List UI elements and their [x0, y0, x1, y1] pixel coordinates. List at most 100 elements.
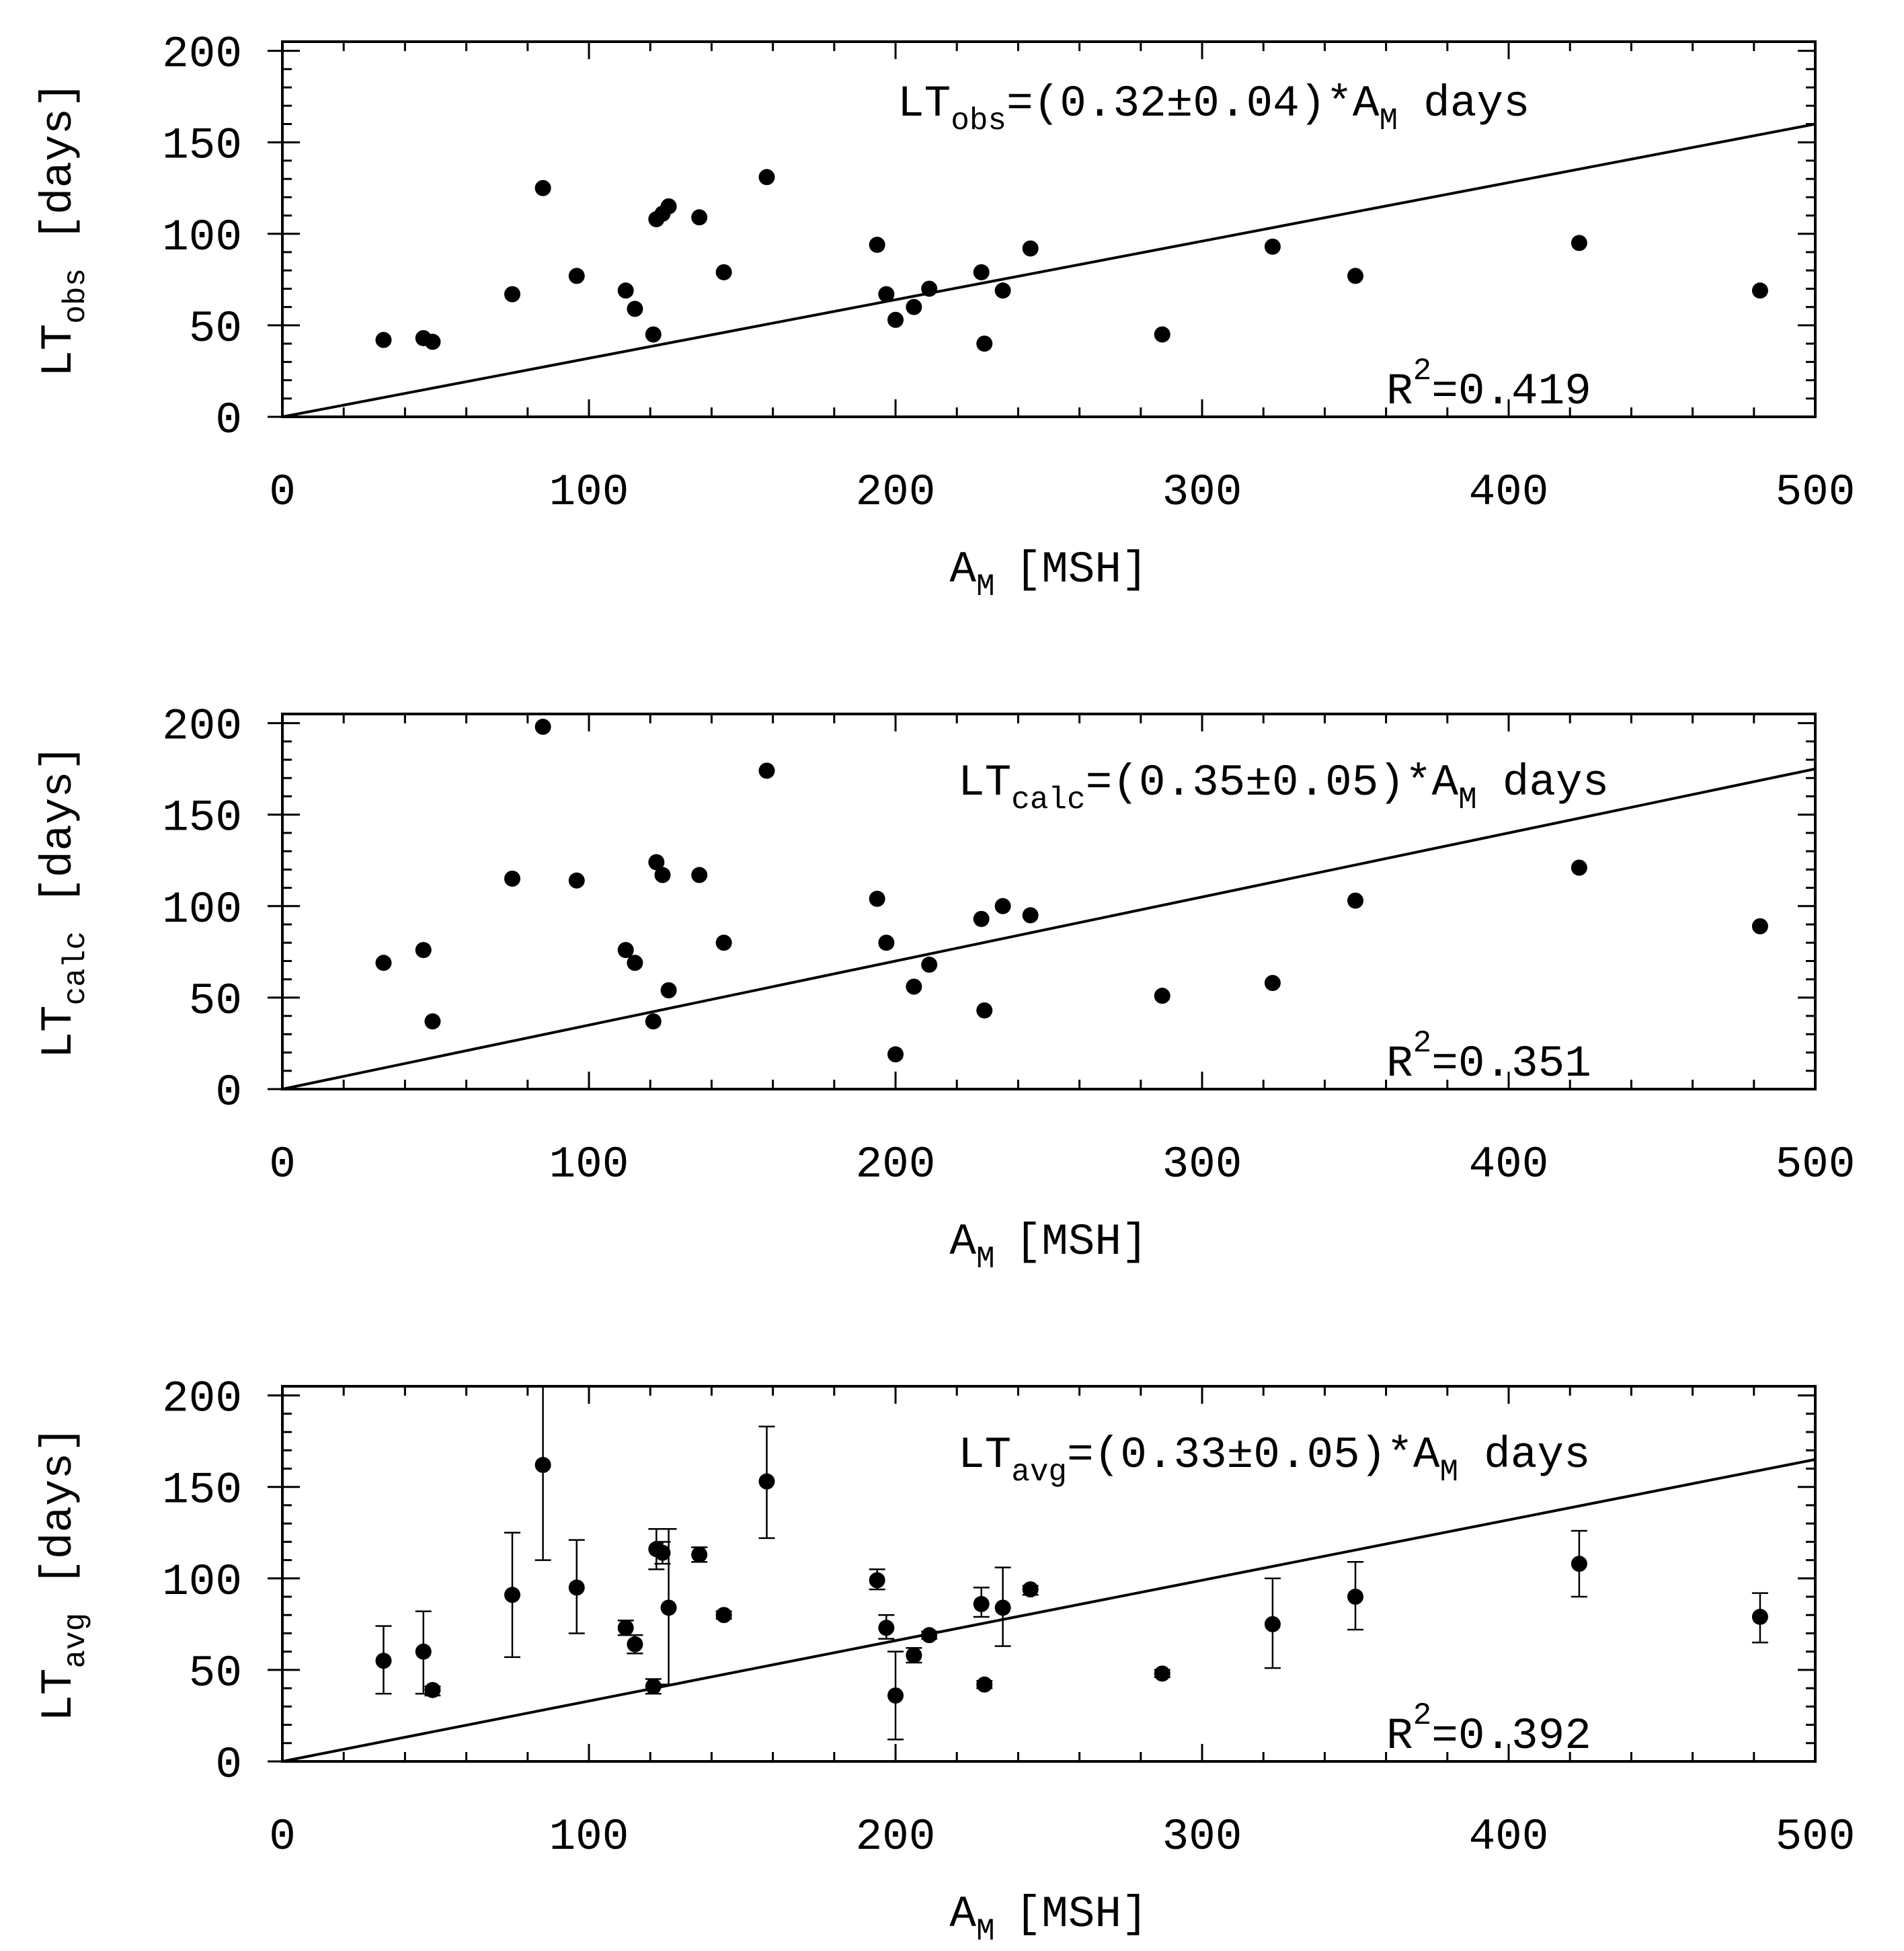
data-point [921, 280, 938, 297]
data-point [1264, 975, 1281, 992]
data-point [691, 209, 708, 226]
y-axis-unit: [days] [34, 744, 84, 904]
data-point [869, 890, 885, 907]
y-axis-symbol: LT [34, 324, 84, 377]
eq-lhs-subscript: calc [1011, 783, 1085, 818]
data-point [627, 1636, 643, 1653]
plot-frame [281, 1385, 1817, 1763]
data-point [504, 870, 520, 887]
data-point [660, 1599, 677, 1616]
y-axis-subscript: avg [58, 1613, 93, 1669]
x-tick-label: 400 [1469, 1812, 1549, 1862]
data-point [878, 934, 895, 951]
data-point [878, 286, 895, 303]
y-axis-title: LTcalc [days] [34, 744, 93, 1058]
y-tick-label: 50 [189, 304, 242, 354]
data-point [1022, 240, 1039, 257]
y-axis-unit: [days] [34, 1426, 84, 1586]
data-point [415, 942, 432, 959]
x-tick-label: 100 [549, 1140, 629, 1190]
y-axis-unit: [days] [34, 81, 84, 241]
eq-mid: =(0.33±0.05)*A [1067, 1430, 1440, 1480]
x-tick-label: 200 [856, 1140, 936, 1190]
data-point [973, 1595, 990, 1612]
data-point [627, 955, 643, 971]
r2-superscript: 2 [1413, 1698, 1432, 1733]
data-point [1347, 268, 1363, 284]
data-point [715, 1607, 732, 1624]
x-axis-unit: [MSH] [1015, 545, 1148, 595]
data-point [645, 1013, 662, 1030]
x-tick-label: 400 [1469, 1140, 1549, 1190]
r2-value: =0.419 [1431, 366, 1591, 417]
data-point [660, 198, 677, 214]
x-axis-unit: [MSH] [1015, 1217, 1148, 1267]
data-point [534, 1457, 551, 1474]
eq-mid: =(0.35±0.05)*A [1086, 758, 1459, 808]
data-point [758, 762, 775, 779]
fit-line [282, 1458, 1816, 1763]
r2-superscript: 2 [1413, 354, 1432, 389]
y-tick-label: 150 [162, 793, 242, 844]
fit-equation: LTcalc=(0.35±0.05)*AM days [958, 758, 1609, 818]
y-tick-label: 0 [215, 1740, 242, 1790]
x-tick-label: 100 [549, 467, 629, 518]
y-axis-subscript: calc [58, 931, 93, 1005]
x-axis-symbol: A [949, 1217, 976, 1267]
x-axis-symbol: A [949, 1889, 976, 1940]
y-axis-title: LTobs [days] [34, 81, 93, 377]
x-tick-label: 200 [856, 467, 936, 518]
data-point [375, 1653, 392, 1669]
x-tick-label: 300 [1162, 1812, 1242, 1862]
y-tick-label: 0 [215, 395, 242, 446]
data-point [906, 978, 922, 995]
data-point [1751, 1608, 1768, 1625]
x-axis-subscript: M [976, 1914, 995, 1949]
data-point [617, 1620, 634, 1636]
data-point [627, 301, 643, 317]
y-tick-label: 200 [162, 1374, 242, 1425]
x-tick-label: 200 [856, 1812, 936, 1862]
data-point [1571, 859, 1587, 876]
eq-lhs: LT [898, 79, 951, 129]
data-point [976, 335, 993, 352]
y-axis-symbol: LT [34, 1669, 84, 1722]
r2-prefix: R [1386, 1039, 1413, 1089]
data-point [906, 298, 922, 315]
data-point [1264, 1616, 1281, 1632]
data-point [715, 934, 732, 951]
y-tick-label: 100 [162, 1557, 242, 1607]
fit-line [282, 767, 1816, 1090]
data-point [424, 1681, 441, 1698]
eq-mid-subscript: M [1440, 1455, 1459, 1490]
data-point [1347, 892, 1363, 909]
data-point [415, 1643, 432, 1660]
y-tick-label: 200 [162, 30, 242, 80]
eq-mid-subscript: M [1380, 104, 1398, 138]
y-tick-label: 50 [189, 1648, 242, 1699]
data-point [660, 982, 677, 999]
data-point [887, 1687, 904, 1704]
data-point [654, 1544, 671, 1561]
y-axis-subscript: obs [58, 268, 93, 324]
data-point [424, 333, 441, 350]
x-axis-title: AM [MSH] [949, 1217, 1148, 1277]
data-point [534, 180, 551, 196]
data-point [1154, 988, 1171, 1004]
eq-mid-subscript: M [1458, 783, 1477, 818]
data-point [973, 910, 990, 927]
data-point [504, 286, 520, 303]
x-tick-label: 100 [549, 1812, 629, 1862]
plot-frame [281, 40, 1817, 418]
data-point [375, 955, 392, 971]
data-point [504, 1587, 520, 1603]
fit-equation: LTavg=(0.33±0.05)*AM days [958, 1430, 1591, 1490]
x-tick-label: 0 [269, 1812, 296, 1862]
eq-lhs: LT [958, 1430, 1011, 1480]
r-squared: R2=0.419 [1386, 354, 1591, 417]
x-axis-symbol: A [949, 545, 976, 595]
data-point [691, 1546, 708, 1563]
